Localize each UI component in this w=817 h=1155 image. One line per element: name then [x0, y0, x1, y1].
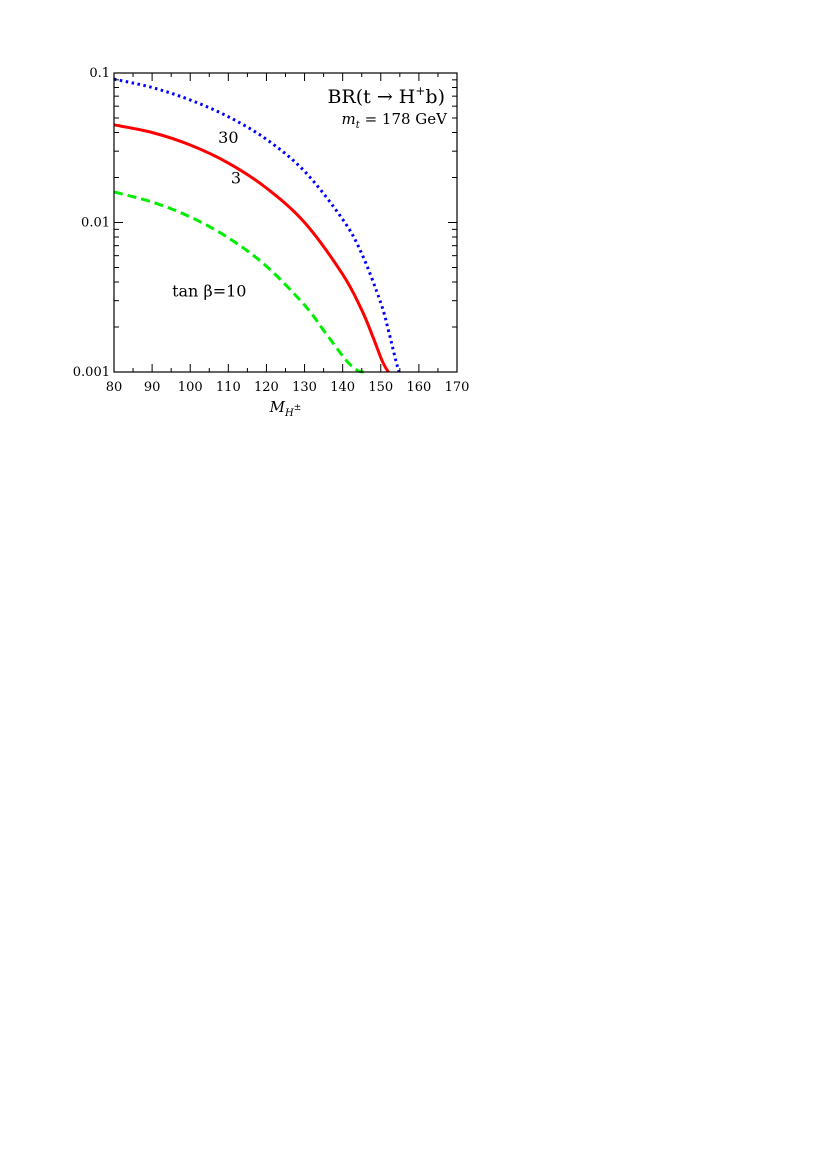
chart-subtitle: mt = 178 GeV: [342, 110, 449, 131]
axis-ticks: [113, 72, 458, 373]
series-line-1: [113, 123, 390, 373]
x-tick-label: 170: [445, 380, 470, 395]
x-tick-label: 90: [144, 380, 161, 395]
x-tick-label: 100: [178, 380, 203, 395]
x-tick-label: 140: [330, 380, 355, 395]
x-axis-label: MH±: [269, 398, 302, 419]
x-tick-label: 130: [292, 380, 317, 395]
series-lines: [113, 77, 401, 374]
curve-label-1: 3: [231, 169, 241, 188]
x-tick-label: 160: [406, 380, 431, 395]
series-line-0: [113, 77, 401, 373]
series-line-2: [113, 190, 364, 374]
curve-label-2: tan β=10: [172, 281, 246, 300]
x-tick-label: 120: [254, 380, 279, 395]
curve-labels: 30 3 tan β=10: [172, 128, 246, 300]
tick-labels: 80 90 100 110 120 130 140 150 160 170 0.001 0.01 0.1: [73, 66, 470, 395]
x-tick-label: 80: [106, 380, 123, 395]
x-tick-label: 150: [368, 380, 393, 395]
plot-frame: [113, 72, 458, 373]
chart-title: BR(t → H+b): [327, 84, 445, 108]
x-tick-label: 110: [216, 380, 241, 395]
y-tick-label: 0.001: [73, 365, 110, 380]
y-tick-label: 0.1: [89, 66, 110, 81]
curve-label-0: 30: [218, 128, 238, 147]
y-tick-label: 0.01: [81, 216, 110, 231]
